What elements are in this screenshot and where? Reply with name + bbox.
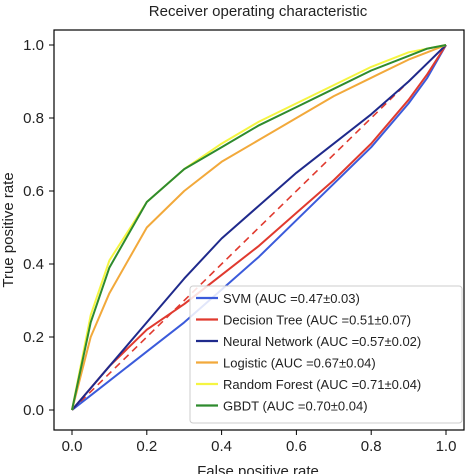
x-tick-label: 0.0 [62,438,83,455]
chart-title: Receiver operating characteristic [149,3,368,20]
y-tick-label: 0.4 [23,256,44,273]
legend-label-1: Decision Tree (AUC =0.51±0.07) [223,313,411,328]
y-tick-label: 0.0 [23,402,44,419]
legend-label-0: SVM (AUC =0.47±0.03) [223,291,360,306]
x-tick-label: 0.8 [361,438,382,455]
legend-box [189,285,463,424]
y-tick-label: 0.6 [23,183,44,200]
roc-curve-3 [71,44,447,411]
y-tick-label: 1.0 [23,37,44,54]
legend-label-3: Logistic (AUC =0.67±0.04) [223,356,376,371]
plot-area [53,29,465,431]
x-tick-label: 1.0 [436,438,457,455]
legend-label-4: Random Forest (AUC =0.71±0.04) [223,377,421,392]
y-tick-label: 0.8 [23,110,44,127]
x-tick-label: 0.2 [136,438,157,455]
y-tick-label: 0.2 [23,329,44,346]
roc-curve-2 [71,44,447,411]
x-tick-label: 0.6 [286,438,307,455]
x-axis-label: False positive rate [197,463,319,474]
legend-label-2: Neural Network (AUC =0.57±0.02) [223,334,421,349]
legend-label-5: GBDT (AUC =0.70±0.04) [223,399,368,414]
legend: SVM (AUC =0.47±0.03) Decision Tree (AUC =… [189,285,463,424]
y-axis-ticks: 0.0 0.2 0.4 0.6 0.8 1.0 [23,37,54,419]
x-tick-label: 0.4 [211,438,232,455]
y-axis-label: True positive rate [0,172,17,287]
roc-curve-4 [71,44,447,411]
roc-curve-5 [71,44,447,411]
roc-curves [71,44,447,411]
chance-reference-line [71,44,447,411]
x-axis-ticks: 0.0 0.2 0.4 0.6 0.8 1.0 [62,430,457,455]
roc-curve-0 [71,44,447,411]
